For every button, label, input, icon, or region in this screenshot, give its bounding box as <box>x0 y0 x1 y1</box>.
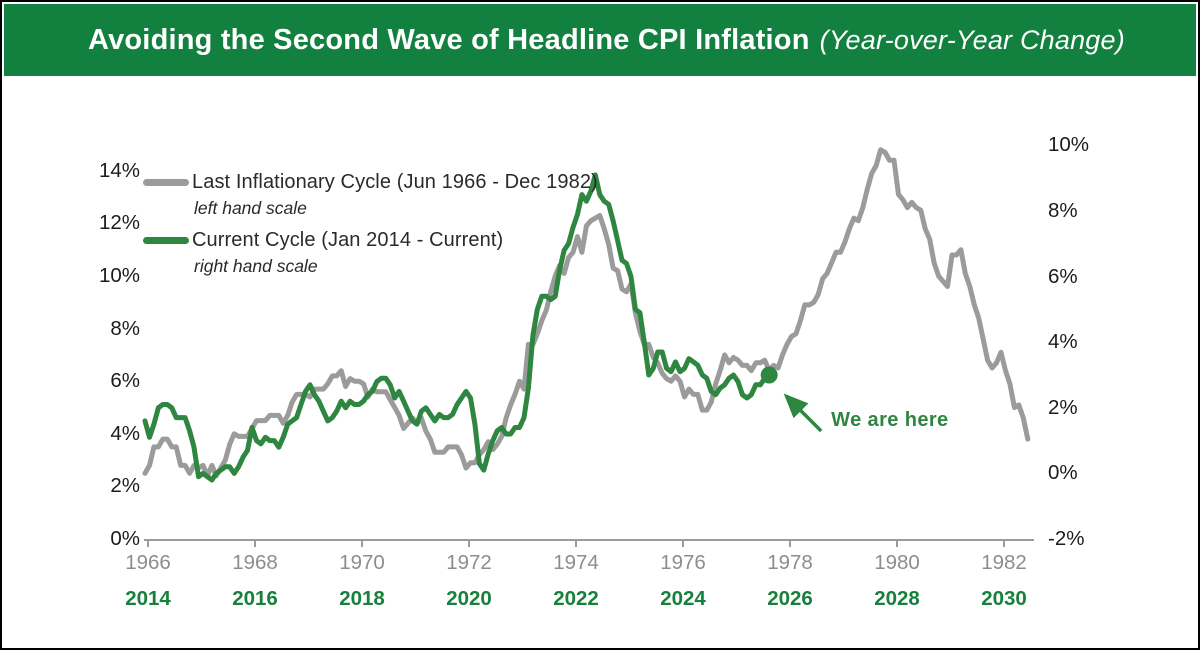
x-tick-year-current-cycle: 2016 <box>232 587 278 610</box>
x-tick-year-last-cycle: 1980 <box>874 551 920 574</box>
x-tick-year-last-cycle: 1982 <box>981 551 1027 574</box>
page-subtitle: (Year-over-Year Change) <box>819 24 1125 55</box>
gray-line-swatch <box>143 178 189 186</box>
x-tick-year-last-cycle: 1978 <box>767 551 813 574</box>
legend-note-right-scale: right hand scale <box>194 256 318 276</box>
right-axis-tick: 10% <box>1048 133 1090 157</box>
x-tick-year-current-cycle: 2020 <box>446 587 492 610</box>
left-axis-tick: 12% <box>98 211 140 235</box>
left-axis-tick: 0% <box>110 527 140 550</box>
left-axis-tick: 14% <box>98 158 140 182</box>
left-axis-tick: 2% <box>110 474 140 498</box>
right-axis-tick: 2% <box>1048 395 1078 419</box>
x-tick-year-current-cycle: 2014 <box>125 587 171 610</box>
x-tick-year-current-cycle: 2018 <box>339 587 385 610</box>
x-tick-year-last-cycle: 1968 <box>232 551 278 574</box>
legend-note-left-scale: left hand scale <box>194 198 307 218</box>
right-axis-tick: 4% <box>1048 330 1078 354</box>
left-axis-tick: 4% <box>110 421 140 445</box>
left-axis-tick: 8% <box>110 316 140 340</box>
x-tick-year-last-cycle: 1970 <box>339 551 385 574</box>
last-cycle-line <box>142 147 1031 479</box>
x-tick-year-last-cycle: 1966 <box>125 551 171 574</box>
right-axis-tick: -2% <box>1048 527 1085 550</box>
legend: Last Inflationary Cycle (Jun 1966 - Dec … <box>143 169 598 285</box>
x-tick-year-current-cycle: 2030 <box>981 587 1027 610</box>
left-axis-tick: 6% <box>110 369 140 393</box>
title-bar: Avoiding the Second Wave of Headline CPI… <box>4 4 1196 76</box>
current-cycle-line <box>142 172 772 483</box>
x-tick-year-current-cycle: 2022 <box>553 587 599 610</box>
legend-item-last-cycle: Last Inflationary Cycle (Jun 1966 - Dec … <box>143 169 598 195</box>
right-axis-tick: 0% <box>1048 461 1078 485</box>
legend-item-current-cycle: Current Cycle (Jan 2014 - Current) <box>143 227 598 253</box>
page-title: Avoiding the Second Wave of Headline CPI… <box>88 23 810 56</box>
x-tick-year-current-cycle: 2024 <box>660 587 706 610</box>
x-tick-year-last-cycle: 1976 <box>660 551 706 574</box>
legend-label-current-cycle: Current Cycle (Jan 2014 - Current) <box>192 228 504 251</box>
left-axis-tick: 10% <box>98 264 140 287</box>
x-tick-year-current-cycle: 2026 <box>767 587 813 610</box>
right-axis-tick: 6% <box>1048 264 1078 288</box>
we-are-here-dot <box>760 366 778 384</box>
right-axis-tick: 8% <box>1048 199 1078 222</box>
x-tick-year-current-cycle: 2028 <box>874 587 920 610</box>
green-line-swatch <box>143 236 189 244</box>
legend-label-last-cycle: Last Inflationary Cycle (Jun 1966 - Dec … <box>192 170 598 193</box>
x-tick-year-last-cycle: 1974 <box>553 551 599 574</box>
we-are-here-label: We are here <box>831 409 949 431</box>
we-are-here-arrow <box>783 393 823 433</box>
x-tick-year-last-cycle: 1972 <box>446 551 492 574</box>
